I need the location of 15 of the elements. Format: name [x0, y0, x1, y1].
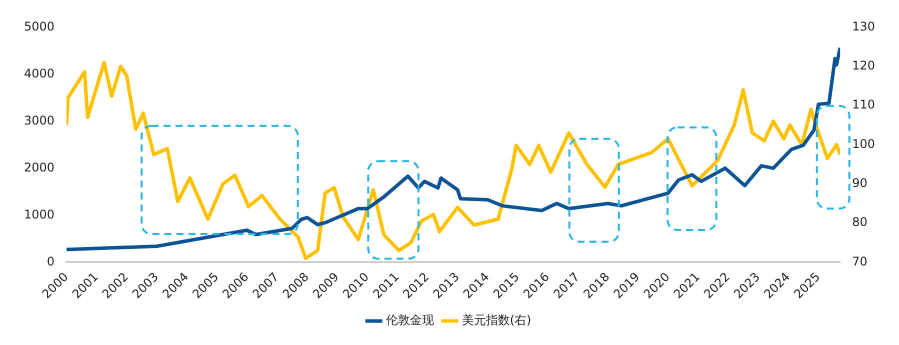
- y2-tick-label: 110: [852, 98, 875, 112]
- y-tick-label: 1000: [24, 207, 55, 222]
- y-tick-label: 3000: [24, 113, 55, 128]
- y-tick-label: 0: [46, 254, 55, 268]
- y2-tick-label: 100: [852, 136, 875, 151]
- legend-label: 美元指数(右): [462, 313, 532, 328]
- y2-tick-label: 70: [852, 254, 868, 268]
- y-tick-label: 2000: [24, 160, 55, 174]
- y-tick-label: 4000: [24, 66, 55, 80]
- y-tick-label: 5000: [24, 19, 55, 34]
- y2-tick-label: 90: [852, 176, 868, 190]
- y2-tick-label: 80: [852, 215, 868, 230]
- y2-tick-label: 120: [852, 58, 875, 72]
- y2-tick-label: 130: [852, 19, 875, 34]
- legend-label: 伦敦金现: [386, 313, 434, 328]
